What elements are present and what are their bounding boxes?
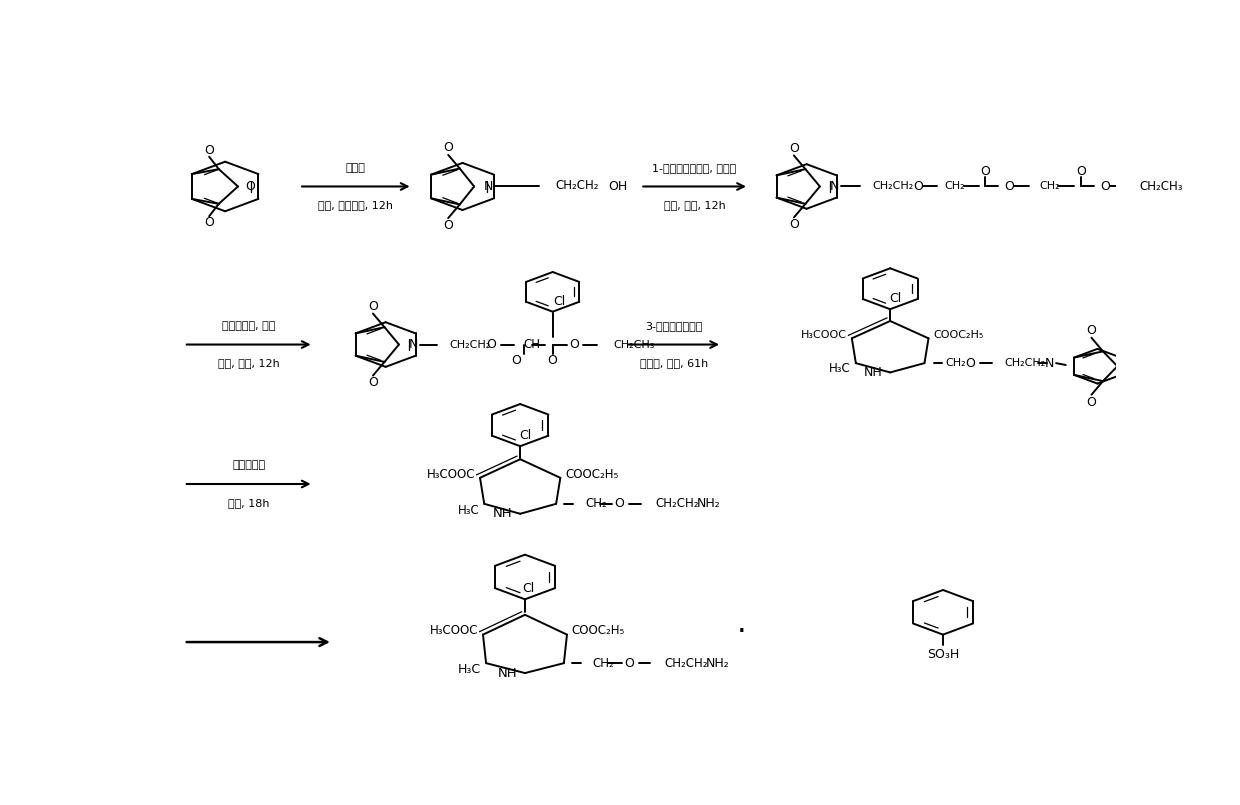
Text: Cl: Cl — [889, 292, 901, 305]
Text: 1-氯乙酰乙酸乙酯, 氯化钠: 1-氯乙酰乙酸乙酯, 氯化钠 — [652, 163, 737, 173]
Text: O: O — [1004, 180, 1014, 193]
Text: O: O — [615, 497, 625, 510]
Text: O: O — [443, 219, 453, 232]
Text: NH₂: NH₂ — [697, 497, 720, 510]
Text: H₃C: H₃C — [458, 663, 481, 676]
Text: N: N — [408, 338, 418, 351]
Text: H₃COOC: H₃COOC — [430, 625, 479, 638]
Text: CH₂CH₃: CH₂CH₃ — [1138, 180, 1183, 193]
Text: SO₃H: SO₃H — [926, 648, 960, 661]
Text: 3-氨基巴豆酸甲酯: 3-氨基巴豆酸甲酯 — [645, 321, 703, 331]
Text: H₃COOC: H₃COOC — [427, 469, 475, 481]
Text: OH: OH — [609, 180, 627, 193]
Text: H₃COOC: H₃COOC — [801, 330, 847, 341]
Text: CH: CH — [523, 338, 541, 351]
Text: O: O — [368, 299, 378, 312]
Text: O: O — [789, 142, 799, 155]
Text: NH: NH — [497, 667, 517, 679]
Text: O: O — [1076, 165, 1086, 178]
Text: H₃C: H₃C — [830, 361, 851, 374]
Text: O: O — [205, 144, 215, 157]
Text: 甲苯, 回流, 12h: 甲苯, 回流, 12h — [218, 358, 279, 368]
Text: CH₂CH₂: CH₂CH₂ — [450, 340, 491, 349]
Text: CH₂CH₃: CH₂CH₃ — [614, 340, 655, 349]
Text: CH₂: CH₂ — [946, 358, 966, 368]
Text: Cl: Cl — [553, 295, 565, 308]
Text: NH₂: NH₂ — [706, 657, 730, 670]
Text: 空温, 18h: 空温, 18h — [228, 497, 269, 508]
Text: O: O — [246, 180, 255, 193]
Text: CH₂CH₂: CH₂CH₂ — [1004, 358, 1045, 368]
Text: O: O — [443, 141, 453, 154]
Text: Cl: Cl — [522, 582, 534, 595]
Text: H₃C: H₃C — [458, 504, 480, 517]
Text: O: O — [1100, 180, 1110, 193]
Text: O: O — [511, 353, 521, 366]
Text: CH₂: CH₂ — [945, 181, 966, 192]
Text: O: O — [1086, 396, 1096, 409]
Text: CH₂: CH₂ — [1039, 181, 1059, 192]
Text: COOC₂H₅: COOC₂H₅ — [565, 469, 619, 481]
Text: COOC₂H₅: COOC₂H₅ — [572, 625, 625, 638]
Text: 乙醇胺: 乙醇胺 — [346, 163, 366, 173]
Text: ·: · — [737, 618, 746, 647]
Text: COOC₂H₅: COOC₂H₅ — [934, 330, 983, 341]
Text: N: N — [830, 180, 838, 193]
Text: O: O — [368, 377, 378, 390]
Text: N: N — [484, 180, 494, 193]
Text: O: O — [205, 216, 215, 229]
Text: 邻氯苯甲醛, 哌啶: 邻氯苯甲醛, 哌啶 — [222, 321, 275, 331]
Text: 甲胺水溶液: 甲胺水溶液 — [232, 460, 265, 470]
Text: O: O — [966, 357, 976, 369]
Text: O: O — [913, 180, 923, 193]
Text: CH₂: CH₂ — [593, 657, 615, 670]
Text: CH₂CH₂: CH₂CH₂ — [556, 180, 599, 192]
Text: 甲苯, 回流分水, 12h: 甲苯, 回流分水, 12h — [319, 200, 393, 210]
Text: O: O — [789, 218, 799, 231]
Text: CH₂CH₂: CH₂CH₂ — [665, 657, 708, 670]
Text: 冰醋酸, 空温, 61h: 冰醋酸, 空温, 61h — [640, 358, 708, 368]
Text: 甲苯, 空温, 12h: 甲苯, 空温, 12h — [663, 200, 725, 210]
Text: N: N — [1044, 357, 1054, 369]
Text: NH: NH — [492, 507, 512, 520]
Text: CH₂CH₂: CH₂CH₂ — [655, 497, 698, 510]
Text: O: O — [569, 338, 579, 351]
Text: O: O — [486, 338, 496, 351]
Text: CH₂CH₂: CH₂CH₂ — [873, 181, 914, 192]
Text: O: O — [548, 353, 558, 366]
Text: O: O — [624, 657, 634, 670]
Text: O: O — [980, 165, 990, 178]
Text: NH: NH — [864, 366, 883, 379]
Text: O: O — [1086, 324, 1096, 336]
Text: CH₂: CH₂ — [585, 497, 606, 510]
Text: Cl: Cl — [518, 429, 531, 442]
